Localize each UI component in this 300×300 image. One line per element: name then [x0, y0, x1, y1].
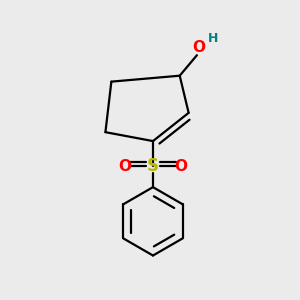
Text: H: H [208, 32, 218, 45]
Text: S: S [147, 157, 159, 175]
Text: O: O [193, 40, 206, 55]
Text: O: O [118, 159, 131, 174]
Text: O: O [175, 159, 188, 174]
